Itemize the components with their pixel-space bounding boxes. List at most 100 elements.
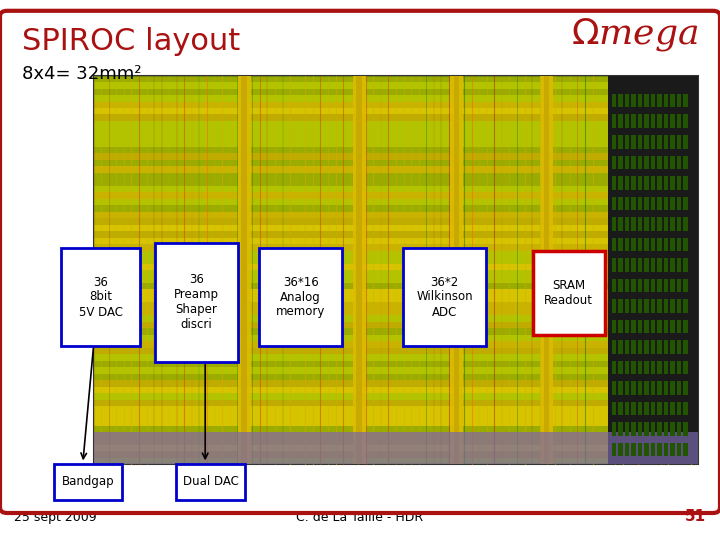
Text: 51: 51 bbox=[685, 509, 706, 524]
Bar bbox=[94, 134, 698, 140]
Bar bbox=[644, 381, 649, 395]
Bar bbox=[631, 156, 636, 169]
Bar bbox=[664, 422, 668, 436]
FancyBboxPatch shape bbox=[61, 248, 140, 346]
Bar bbox=[664, 381, 668, 395]
Bar bbox=[657, 197, 662, 210]
Bar bbox=[94, 289, 698, 296]
Bar bbox=[631, 94, 636, 107]
Bar bbox=[664, 94, 668, 107]
Bar bbox=[631, 361, 636, 374]
Bar bbox=[625, 361, 629, 374]
Bar bbox=[683, 94, 688, 107]
Bar bbox=[670, 299, 675, 313]
Bar bbox=[238, 76, 251, 464]
Text: 8x4= 32mm²: 8x4= 32mm² bbox=[22, 65, 141, 83]
Bar bbox=[94, 192, 698, 199]
Bar bbox=[618, 176, 623, 190]
Bar bbox=[631, 176, 636, 190]
Bar bbox=[94, 276, 698, 283]
Bar bbox=[683, 443, 688, 456]
Bar bbox=[612, 156, 616, 169]
Bar bbox=[94, 147, 698, 153]
Bar bbox=[651, 402, 655, 415]
Bar bbox=[657, 299, 662, 313]
Bar bbox=[677, 381, 681, 395]
Bar bbox=[677, 176, 681, 190]
Bar bbox=[657, 238, 662, 251]
Bar bbox=[670, 156, 675, 169]
Bar bbox=[625, 258, 629, 272]
Bar bbox=[94, 264, 698, 270]
Bar bbox=[657, 94, 662, 107]
Bar bbox=[644, 176, 649, 190]
Bar bbox=[638, 94, 642, 107]
Bar bbox=[683, 197, 688, 210]
Bar bbox=[631, 340, 636, 354]
Bar bbox=[683, 422, 688, 436]
Bar bbox=[683, 135, 688, 148]
Bar bbox=[94, 179, 698, 186]
Bar bbox=[657, 258, 662, 272]
Bar bbox=[651, 443, 655, 456]
Bar bbox=[638, 320, 642, 333]
Bar bbox=[670, 217, 675, 231]
Bar bbox=[94, 451, 698, 458]
Bar bbox=[618, 258, 623, 272]
Bar bbox=[625, 135, 629, 148]
Bar bbox=[651, 114, 655, 128]
Bar bbox=[94, 426, 698, 432]
Bar bbox=[644, 320, 649, 333]
Bar bbox=[683, 279, 688, 292]
Bar bbox=[657, 156, 662, 169]
Bar bbox=[683, 238, 688, 251]
Bar bbox=[625, 197, 629, 210]
Bar bbox=[670, 114, 675, 128]
Bar bbox=[631, 320, 636, 333]
Bar bbox=[612, 299, 616, 313]
Bar bbox=[657, 443, 662, 456]
FancyBboxPatch shape bbox=[533, 251, 605, 335]
Bar bbox=[94, 89, 698, 95]
Bar bbox=[94, 445, 698, 451]
Bar bbox=[664, 176, 668, 190]
Bar bbox=[651, 320, 655, 333]
Bar bbox=[677, 299, 681, 313]
Bar bbox=[618, 402, 623, 415]
Bar bbox=[664, 156, 668, 169]
Bar bbox=[94, 244, 698, 251]
Bar bbox=[670, 443, 675, 456]
Bar bbox=[683, 258, 688, 272]
Bar bbox=[683, 156, 688, 169]
Bar bbox=[677, 258, 681, 272]
Bar bbox=[683, 320, 688, 333]
Bar bbox=[94, 374, 698, 380]
Bar bbox=[94, 413, 698, 419]
Bar bbox=[631, 114, 636, 128]
Bar bbox=[644, 258, 649, 272]
Bar bbox=[670, 135, 675, 148]
Bar bbox=[612, 320, 616, 333]
Bar bbox=[94, 231, 698, 238]
Bar bbox=[644, 340, 649, 354]
Bar bbox=[664, 361, 668, 374]
Bar bbox=[638, 443, 642, 456]
Bar bbox=[618, 279, 623, 292]
Bar bbox=[638, 176, 642, 190]
Bar bbox=[670, 361, 675, 374]
Bar bbox=[356, 76, 362, 464]
Bar bbox=[651, 422, 655, 436]
Bar bbox=[618, 156, 623, 169]
Bar bbox=[677, 279, 681, 292]
Bar bbox=[644, 135, 649, 148]
Bar bbox=[664, 340, 668, 354]
Bar bbox=[631, 279, 636, 292]
Bar bbox=[631, 238, 636, 251]
Text: 36*16
Analog
memory: 36*16 Analog memory bbox=[276, 275, 325, 319]
Bar bbox=[94, 127, 698, 134]
Bar bbox=[94, 270, 698, 276]
FancyBboxPatch shape bbox=[155, 243, 238, 362]
Bar bbox=[651, 299, 655, 313]
Bar bbox=[94, 458, 698, 464]
Bar bbox=[677, 340, 681, 354]
